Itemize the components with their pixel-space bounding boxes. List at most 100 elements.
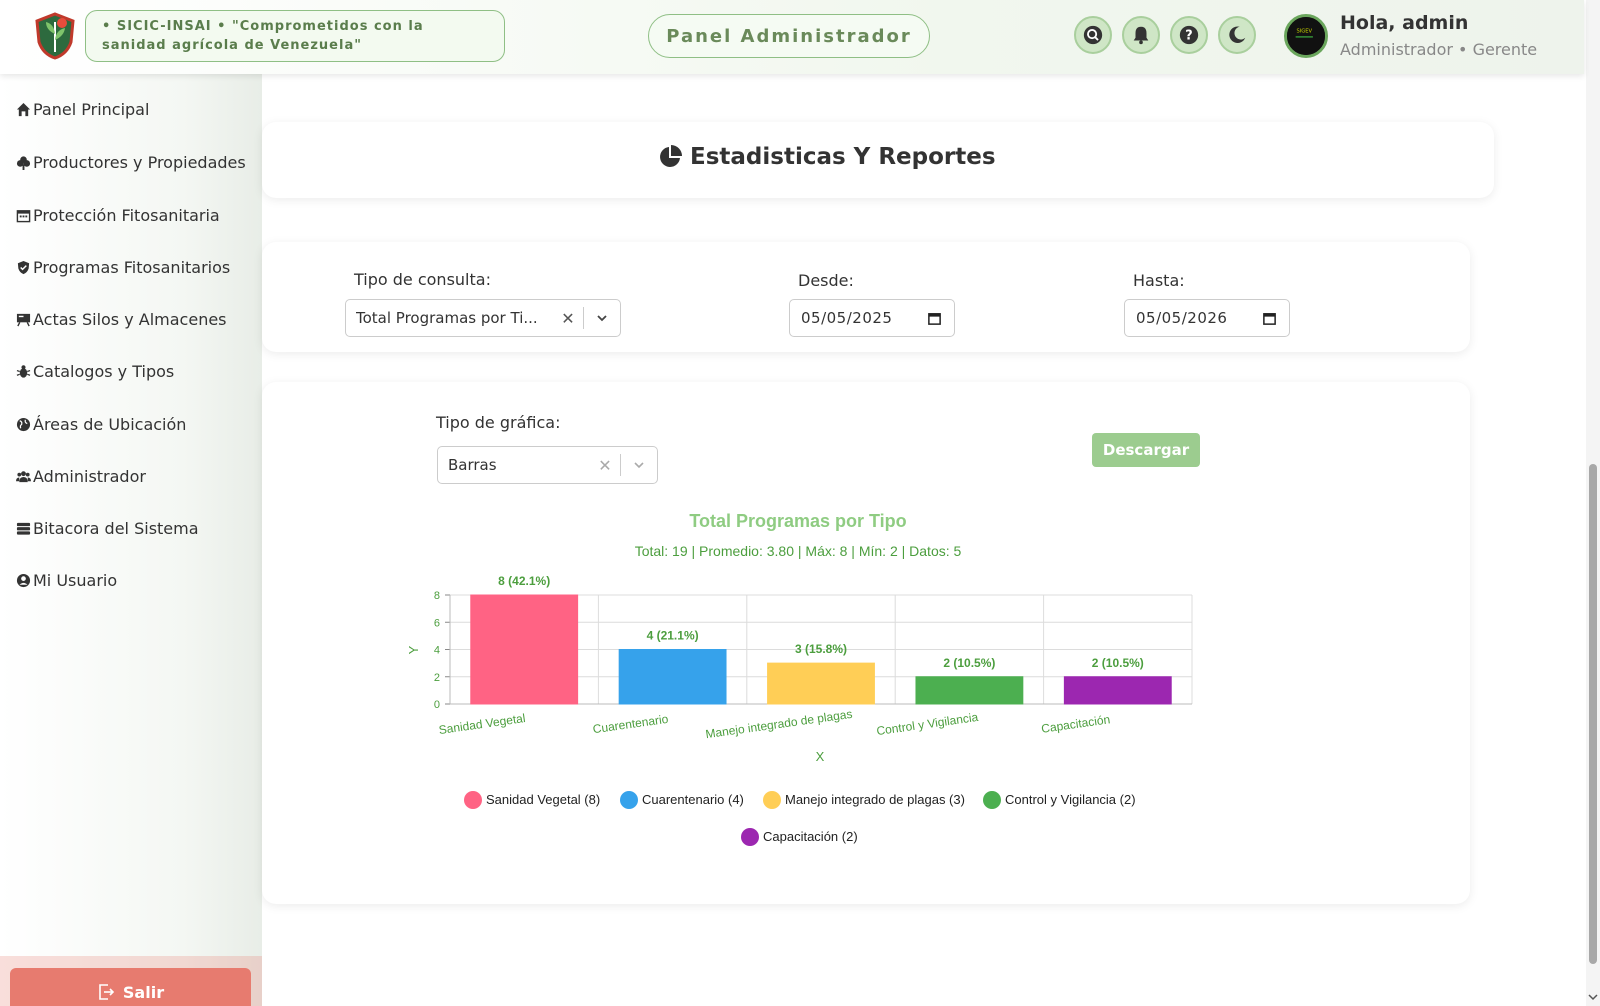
legend-swatch [763,791,781,809]
help-icon[interactable]: ? [1170,16,1208,54]
sidebar-item-label: Actas Silos y Almacenes [33,309,227,329]
shield-icon [17,260,30,274]
x-tick-label: Control y Vigilancia [876,710,980,738]
sidebar-item-areas[interactable]: Áreas de Ubicación [16,412,186,436]
legend-swatch [741,828,759,846]
calendar-icon[interactable] [927,311,942,326]
clear-icon[interactable]: ✕ [598,455,612,475]
x-axis-label: X [816,749,825,764]
data-label: 3 (15.8%) [795,642,847,656]
scroll-down-icon[interactable] [1588,992,1598,1002]
sidebar-item-administrador[interactable]: Administrador [16,464,146,488]
y-tick-label: 2 [434,672,440,684]
logout-button[interactable]: Salir [10,968,251,1006]
page-title-text: Estadisticas Y Reportes [690,144,996,170]
bug-icon [16,364,31,378]
y-tick-label: 0 [434,699,440,711]
slogan-box: • SICIC-INSAI • "Comprometidos con la sa… [85,10,505,62]
sidebar-item-mi-usuario[interactable]: Mi Usuario [16,568,117,592]
legend-label: Manejo integrado de plagas (3) [785,792,965,807]
chart-type-select[interactable]: Barras ✕ [437,446,658,484]
select-separator [620,454,621,476]
query-type-select[interactable]: Total Programas por Ti... ✕ [345,299,621,337]
legend-label: Sanidad Vegetal (8) [486,792,600,807]
x-tick-label: Sanidad Vegetal [438,711,527,737]
y-tick-label: 4 [434,645,440,657]
sidebar-item-productores[interactable]: Productores y Propiedades [16,150,246,174]
sidebar-item-label: Productores y Propiedades [33,152,246,172]
panel-title: Panel Administrador [648,14,930,58]
chevron-down-icon[interactable] [621,459,657,471]
sidebar-item-proteccion[interactable]: Protección Fitosanitaria [16,203,220,227]
bar [470,594,579,705]
sidebar-item-label: Catalogos y Tipos [33,361,175,381]
bar [1063,676,1172,705]
pie-chart-icon [660,145,682,167]
chart-subtitle: Total: 19 | Promedio: 3.80 | Máx: 8 | Mí… [635,543,962,559]
chart-type-value: Barras [448,456,497,474]
to-date-label: Hasta: [1133,271,1185,290]
bell-icon[interactable] [1122,16,1160,54]
y-tick-label: 8 [434,590,440,602]
query-type-value: Total Programas por Ti... [356,309,538,327]
data-label: 2 (10.5%) [1092,656,1144,670]
greeting: Hola, admin [1340,12,1469,34]
sidebar-item-label: Panel Principal [33,99,150,119]
leaf-icon [16,155,31,170]
legend-swatch [464,791,482,809]
x-tick-label: Capacitación [1040,712,1111,736]
sidebar-item-label: Programas Fitosanitarios [33,257,231,277]
from-date-input[interactable]: 05/05/2025 [789,299,955,337]
select-separator [583,307,584,329]
calendar-icon [16,209,31,222]
search-icon[interactable] [1074,16,1112,54]
insai-logo [34,12,76,60]
user-role: Administrador • Gerente [1340,40,1538,59]
globe-icon [16,417,31,431]
avatar[interactable]: SIGEV [1284,14,1328,58]
sidebar-item-actas[interactable]: Actas Silos y Almacenes [16,307,227,331]
to-date-value: 05/05/2026 [1136,309,1228,327]
logout-icon [99,984,115,1000]
calendar-icon[interactable] [1262,311,1277,326]
legend-label: Cuarentenario (4) [642,792,744,807]
sidebar-item-label: Mi Usuario [33,570,118,590]
legend-swatch [620,791,638,809]
sidebar-item-panel-principal[interactable]: Panel Principal [16,97,149,121]
data-label: 4 (21.1%) [647,629,699,643]
sidebar-item-label: Protección Fitosanitaria [33,205,220,225]
sidebar-item-label: Administrador [33,466,146,486]
to-date-input[interactable]: 05/05/2026 [1124,299,1290,337]
clear-icon[interactable]: ✕ [561,308,575,328]
from-date-label: Desde: [798,271,854,290]
legend-label: Control y Vigilancia (2) [1005,792,1136,807]
logout-label: Salir [122,982,165,1002]
board-icon [16,313,31,326]
x-tick-label: Cuarentenario [592,712,670,736]
sidebar-item-programas[interactable]: Programas Fitosanitarios [16,255,230,279]
bar [618,649,727,705]
bar-chart: Total Programas por Tipo Total: 19 | Prom… [406,511,1193,846]
svg-text:?: ? [1185,29,1192,44]
data-label: 2 (10.5%) [943,656,995,670]
chart-title: Total Programas por Tipo [689,511,906,531]
sidebar-item-bitacora[interactable]: Bitacora del Sistema [16,516,199,540]
sidebar-item-catalogos[interactable]: Catalogos y Tipos [16,359,174,383]
sidebar-item-label: Áreas de Ubicación [33,414,187,434]
users-icon [16,470,31,482]
scrollbar-thumb[interactable] [1589,464,1597,964]
top-header: • SICIC-INSAI • "Comprometidos con la sa… [0,0,1584,74]
legend-swatch [983,791,1001,809]
bar [915,676,1024,705]
svg-text:SIGEV: SIGEV [1296,29,1312,35]
legend-label: Capacitación (2) [763,829,858,844]
y-tick-label: 6 [434,617,440,629]
chevron-down-icon[interactable] [584,312,620,324]
x-tick-label: Manejo integrado de plagas [705,707,854,741]
chart-type-label: Tipo de gráfica: [436,413,561,432]
sidebar-item-label: Bitacora del Sistema [33,518,199,538]
download-button[interactable]: Descargar [1092,433,1200,467]
page-title: Estadisticas Y Reportes [658,144,996,170]
moon-icon[interactable] [1218,16,1256,54]
title-card [262,122,1494,198]
